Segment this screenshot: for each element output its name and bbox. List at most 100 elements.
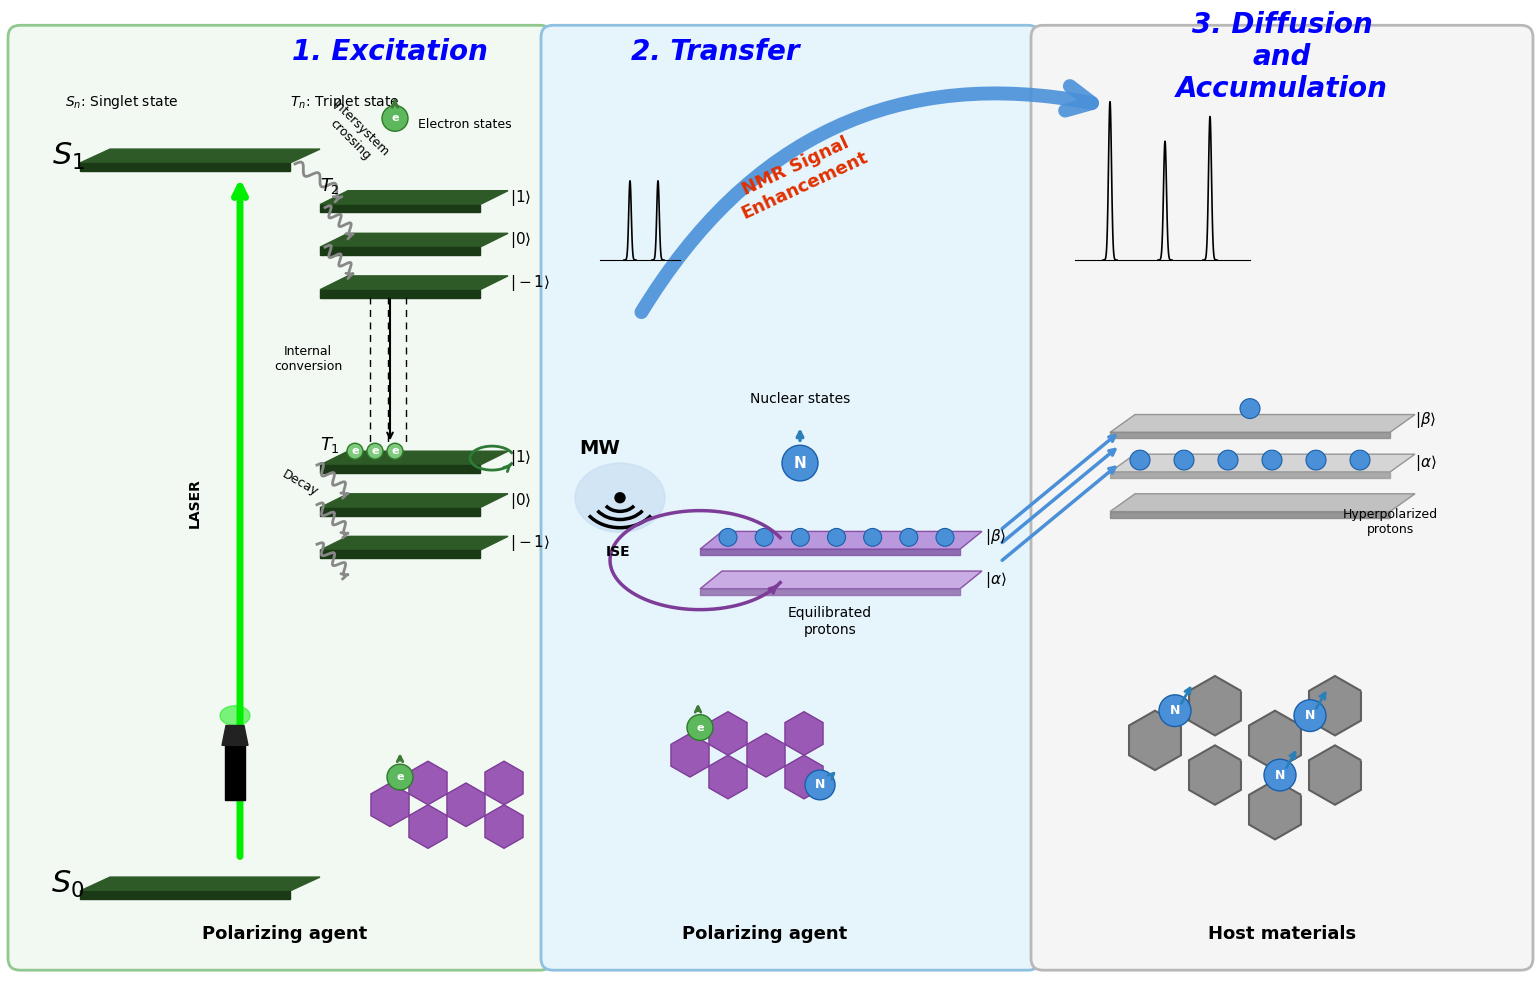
Text: $S_0$: $S_0$ <box>51 868 85 899</box>
Text: Nuclear states: Nuclear states <box>751 391 851 406</box>
Ellipse shape <box>575 463 664 533</box>
Polygon shape <box>371 782 409 827</box>
Polygon shape <box>320 205 480 212</box>
Polygon shape <box>320 289 480 297</box>
Text: $S_1$: $S_1$ <box>51 140 85 172</box>
FancyBboxPatch shape <box>541 26 1040 970</box>
Circle shape <box>388 444 403 459</box>
Text: Host materials: Host materials <box>1207 925 1357 943</box>
Text: $|-1\rangle$: $|-1\rangle$ <box>511 273 551 292</box>
Text: Polarizing agent: Polarizing agent <box>683 925 847 943</box>
Text: $|\alpha\rangle$: $|\alpha\rangle$ <box>1415 453 1436 473</box>
Polygon shape <box>320 452 508 465</box>
Polygon shape <box>700 532 981 549</box>
Polygon shape <box>320 550 480 558</box>
Text: Polarizing agent: Polarizing agent <box>203 925 368 943</box>
Polygon shape <box>320 276 508 289</box>
Text: e: e <box>371 447 378 456</box>
Polygon shape <box>1189 676 1241 735</box>
Circle shape <box>1350 451 1370 470</box>
Polygon shape <box>1110 433 1390 439</box>
Ellipse shape <box>220 705 251 725</box>
Polygon shape <box>320 508 480 516</box>
Text: e: e <box>391 114 398 124</box>
Circle shape <box>781 446 818 481</box>
Polygon shape <box>1309 676 1361 735</box>
Polygon shape <box>320 494 508 508</box>
FancyArrowPatch shape <box>641 86 1092 312</box>
Polygon shape <box>80 163 291 171</box>
Text: Electron states: Electron states <box>418 118 512 130</box>
Text: N: N <box>815 779 826 791</box>
Text: 1. Excitation: 1. Excitation <box>292 38 488 66</box>
Polygon shape <box>709 755 747 799</box>
Circle shape <box>937 529 954 546</box>
Polygon shape <box>484 805 523 849</box>
Polygon shape <box>1110 512 1390 518</box>
Polygon shape <box>1129 710 1181 770</box>
Text: MW: MW <box>580 439 620 457</box>
Text: Equilibrated
protons: Equilibrated protons <box>787 607 872 636</box>
Polygon shape <box>80 877 320 891</box>
FancyBboxPatch shape <box>8 26 552 970</box>
Polygon shape <box>320 536 508 550</box>
Text: $|0\rangle$: $|0\rangle$ <box>511 491 532 511</box>
Polygon shape <box>709 711 747 755</box>
Polygon shape <box>320 247 480 255</box>
Polygon shape <box>700 571 981 589</box>
Polygon shape <box>409 761 448 805</box>
Polygon shape <box>1110 454 1415 472</box>
Polygon shape <box>700 549 960 555</box>
Circle shape <box>1306 451 1326 470</box>
Polygon shape <box>221 725 248 745</box>
Text: N: N <box>1304 709 1315 722</box>
Polygon shape <box>409 805 448 849</box>
FancyBboxPatch shape <box>1030 26 1533 970</box>
Text: Hyperpolarized
protons: Hyperpolarized protons <box>1343 509 1438 536</box>
Text: e: e <box>397 772 404 782</box>
Text: $T_n$: Triplet state: $T_n$: Triplet state <box>291 93 400 111</box>
Polygon shape <box>784 755 823 799</box>
Circle shape <box>1173 451 1193 470</box>
Circle shape <box>900 529 918 546</box>
Text: Decay: Decay <box>280 467 320 498</box>
Circle shape <box>1293 700 1326 731</box>
Circle shape <box>827 529 846 546</box>
Circle shape <box>718 529 737 546</box>
Text: N: N <box>794 455 806 470</box>
Text: Intersystem
crossing: Intersystem crossing <box>318 98 391 171</box>
Text: $|1\rangle$: $|1\rangle$ <box>511 449 532 468</box>
Circle shape <box>1130 451 1150 470</box>
Polygon shape <box>320 233 508 247</box>
Polygon shape <box>448 782 484 827</box>
Text: $|0\rangle$: $|0\rangle$ <box>511 230 532 250</box>
Circle shape <box>755 529 774 546</box>
Text: $S_n$: Singlet state: $S_n$: Singlet state <box>65 93 178 111</box>
Text: 3. Diffusion
and
Accumulation: 3. Diffusion and Accumulation <box>1177 11 1387 104</box>
Polygon shape <box>80 891 291 899</box>
Text: 2. Transfer: 2. Transfer <box>631 38 800 66</box>
Text: $T_1$: $T_1$ <box>320 436 340 455</box>
Polygon shape <box>1309 745 1361 805</box>
Polygon shape <box>80 149 320 163</box>
Circle shape <box>1218 451 1238 470</box>
Polygon shape <box>1110 415 1415 433</box>
Text: $|1\rangle$: $|1\rangle$ <box>511 188 532 207</box>
Text: $|-1\rangle$: $|-1\rangle$ <box>511 534 551 553</box>
Polygon shape <box>1189 745 1241 805</box>
Text: e: e <box>351 447 358 456</box>
Text: N: N <box>1170 704 1180 717</box>
Polygon shape <box>484 761 523 805</box>
Polygon shape <box>700 589 960 595</box>
Text: LASER: LASER <box>188 478 201 528</box>
Text: $|\alpha\rangle$: $|\alpha\rangle$ <box>984 570 1007 590</box>
Circle shape <box>368 444 383 459</box>
Polygon shape <box>1110 494 1415 512</box>
Circle shape <box>864 529 881 546</box>
Text: $|\beta\rangle$: $|\beta\rangle$ <box>1415 410 1436 431</box>
Polygon shape <box>671 733 709 777</box>
Circle shape <box>615 493 624 503</box>
Polygon shape <box>784 711 823 755</box>
Text: N: N <box>1275 769 1286 782</box>
Text: $T_2$: $T_2$ <box>320 176 340 196</box>
